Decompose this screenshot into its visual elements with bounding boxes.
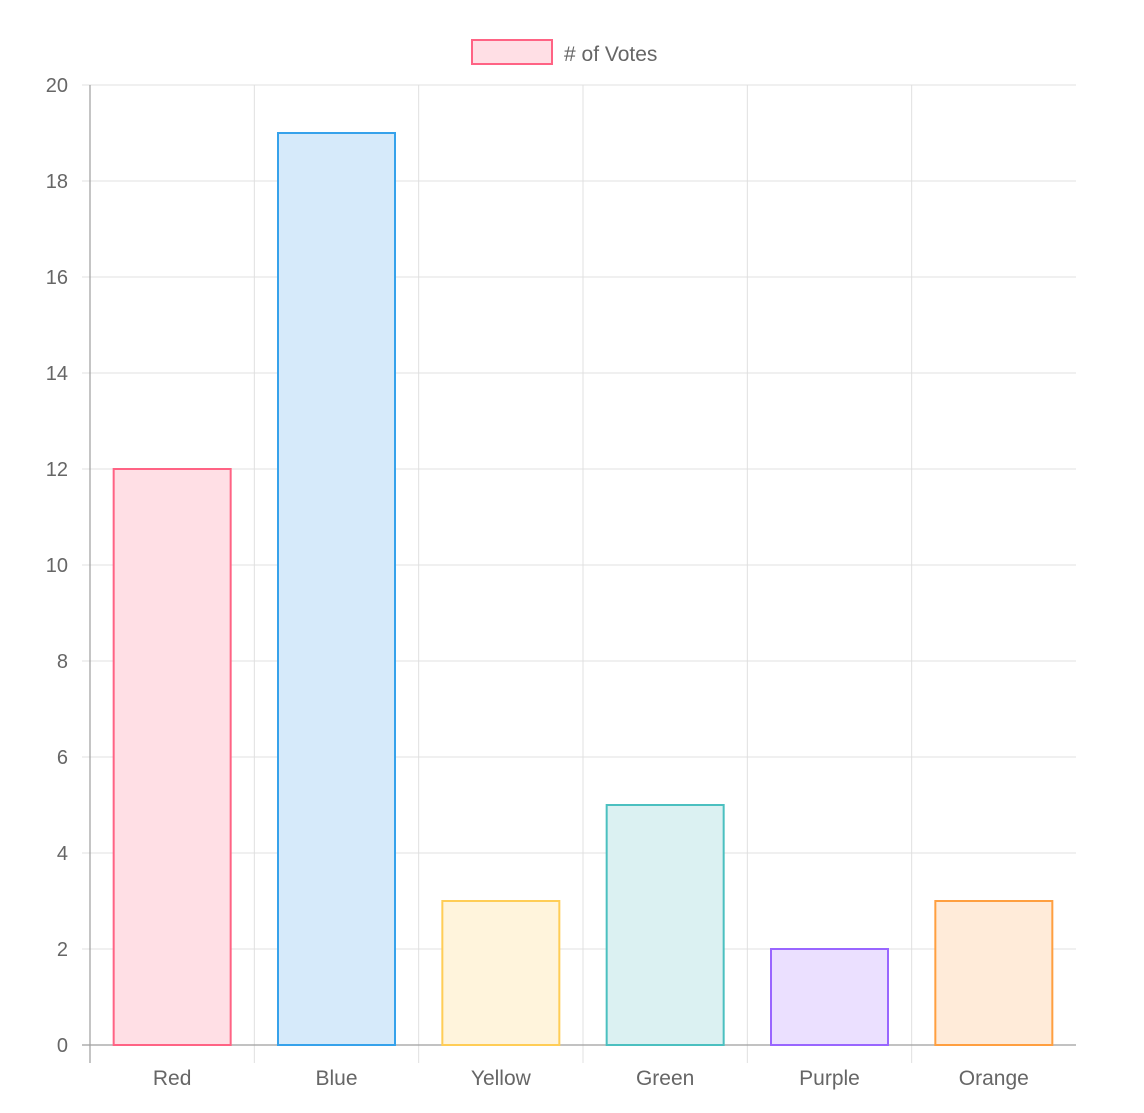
y-tick-label: 10	[46, 555, 68, 577]
y-tick-label: 8	[57, 651, 68, 673]
x-tick-label: Blue	[315, 1067, 357, 1090]
bars	[112, 132, 1054, 1046]
grid-lines	[82, 84, 1076, 1063]
x-tick-label: Purple	[799, 1067, 860, 1090]
bar-green[interactable]	[605, 804, 725, 1046]
bar-yellow[interactable]	[441, 900, 561, 1046]
y-tick-label: 0	[57, 1035, 68, 1057]
y-tick-label: 6	[57, 747, 68, 769]
bar-purple[interactable]	[770, 948, 889, 1046]
x-tick-label: Green	[636, 1067, 694, 1090]
x-tick-label: Red	[153, 1067, 192, 1090]
y-tick-labels: 0 2 4 6 8 10 12 14 16 18 20	[46, 75, 68, 1057]
legend[interactable]: # of Votes	[471, 39, 657, 66]
x-tick-label: Orange	[959, 1067, 1029, 1090]
y-tick-label: 12	[46, 459, 68, 481]
legend-label[interactable]: # of Votes	[564, 43, 657, 66]
y-tick-label: 4	[57, 843, 68, 865]
y-tick-label: 14	[46, 363, 68, 385]
y-tick-label: 18	[46, 171, 68, 193]
axes	[82, 85, 1076, 1063]
y-tick-label: 16	[46, 267, 68, 289]
x-tick-label: Yellow	[471, 1067, 532, 1090]
bar-blue[interactable]	[277, 132, 396, 1046]
legend-swatch[interactable]	[471, 39, 553, 65]
y-tick-label: 20	[46, 75, 68, 97]
bar-red[interactable]	[112, 468, 232, 1046]
x-tick-labels: Red Blue Yellow Green Purple Orange	[153, 1067, 1029, 1090]
bar-orange[interactable]	[934, 900, 1054, 1046]
y-tick-label: 2	[57, 939, 68, 961]
